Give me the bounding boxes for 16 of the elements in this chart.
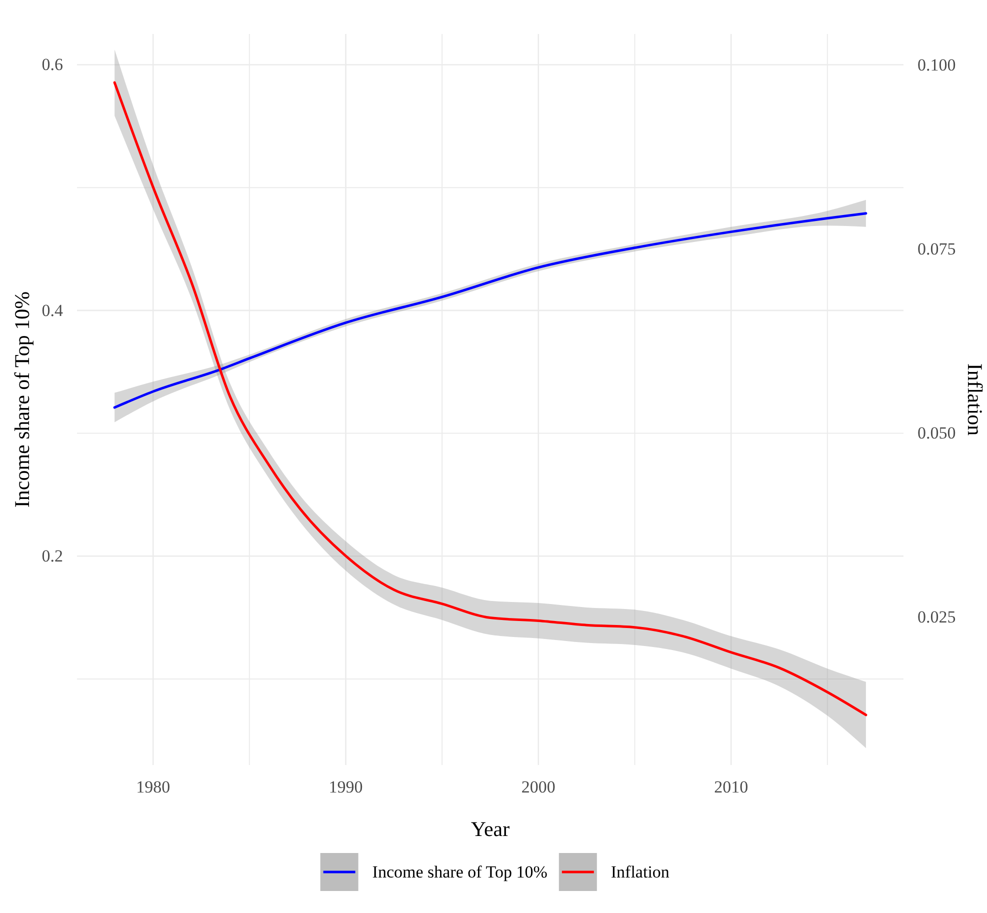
- y-tick-label: 0.2: [42, 546, 63, 566]
- x-axis-title: Year: [470, 817, 510, 841]
- y2-tick-label: 0.050: [918, 423, 956, 442]
- x-tick-label: 2010: [714, 778, 748, 796]
- y-tick-label: 0.4: [42, 300, 64, 320]
- legend-label: Inflation: [610, 862, 670, 882]
- x-tick-label: 1990: [328, 778, 363, 796]
- y2-axis-title: Inflation: [963, 363, 987, 436]
- legend-label: Income share of Top 10%: [372, 862, 548, 882]
- y2-tick-label: 0.025: [918, 608, 956, 627]
- y-axis-title: Income share of Top 10%: [10, 291, 34, 508]
- y2-tick-label: 0.075: [918, 239, 956, 258]
- x-tick-label: 2000: [521, 778, 556, 796]
- x-tick-label: 1980: [136, 778, 170, 796]
- y-tick-label: 0.6: [42, 55, 63, 74]
- y2-tick-label: 0.100: [918, 55, 956, 74]
